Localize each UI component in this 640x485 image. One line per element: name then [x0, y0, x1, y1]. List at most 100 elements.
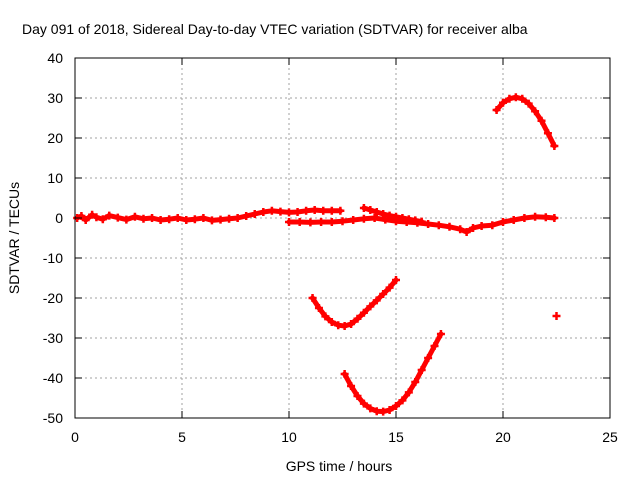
data-point [359, 399, 368, 408]
data-point [492, 106, 501, 114]
data-point [392, 402, 400, 410]
data-point [499, 98, 507, 107]
data-point [338, 217, 347, 226]
data-point [366, 206, 375, 214]
x-tick-label: 5 [178, 429, 186, 445]
data-point [550, 142, 559, 150]
data-point [531, 107, 540, 116]
data-point [306, 218, 315, 227]
data-point [105, 211, 114, 220]
data-point [531, 212, 540, 221]
data-points [73, 93, 561, 416]
data-point [366, 404, 375, 413]
data-point [434, 221, 443, 230]
data-point [113, 213, 122, 222]
data-point [173, 214, 182, 222]
chart-title: Day 091 of 2018, Sidereal Day-to-day VTE… [22, 21, 528, 37]
y-tick-label: 10 [47, 170, 63, 186]
data-point [148, 214, 157, 222]
y-tick-label: -50 [43, 410, 63, 426]
axis-ticks: 0 5 10 15 20 25 -50 -40 -30 -20 -10 0 10 20 30 40 [43, 50, 618, 445]
x-tick-label: 10 [281, 429, 297, 445]
data-point [327, 206, 336, 215]
data-point [379, 290, 388, 298]
data-point [550, 214, 559, 222]
data-point [537, 116, 546, 125]
y-tick-label: -20 [43, 290, 63, 306]
data-point [340, 322, 349, 330]
data-point [385, 283, 394, 292]
data-point [543, 129, 552, 138]
data-point [370, 214, 379, 222]
data-point [488, 221, 497, 230]
data-point [505, 94, 514, 103]
data-point [411, 378, 420, 386]
data-point [321, 312, 330, 321]
data-point [81, 216, 90, 224]
data-point [385, 406, 394, 414]
y-axis-label: SDTVAR / TECUs [6, 182, 22, 294]
data-point [250, 210, 259, 218]
data-point [336, 206, 345, 215]
y-tick-label: 40 [47, 50, 63, 66]
data-point [379, 210, 388, 218]
data-point [317, 218, 326, 226]
data-point [509, 216, 518, 224]
data-point [182, 216, 191, 224]
data-point [267, 206, 276, 215]
data-point [88, 210, 97, 219]
data-point [477, 222, 486, 230]
data-point [190, 215, 199, 224]
data-point [295, 218, 304, 226]
y-tick-label: 20 [47, 130, 63, 146]
x-tick-label: 20 [495, 429, 511, 445]
data-point [417, 217, 426, 226]
data-point [314, 304, 323, 312]
data-point [319, 206, 328, 215]
data-point [372, 208, 381, 216]
data-point [233, 214, 242, 222]
series-curve-11-15 [308, 276, 400, 330]
data-point [469, 224, 478, 232]
data-point [541, 213, 550, 222]
data-point [379, 407, 388, 416]
data-point [327, 318, 336, 326]
data-point [92, 213, 101, 222]
data-point [417, 366, 426, 374]
data-point [165, 215, 174, 224]
grid-lines [75, 58, 610, 418]
data-point [392, 276, 400, 284]
data-point [359, 204, 368, 212]
data-point [225, 214, 234, 223]
data-point [327, 218, 336, 226]
series-mid-branch-bump [359, 204, 426, 226]
data-point [139, 214, 148, 223]
y-tick-label: 0 [55, 210, 63, 226]
y-tick-label: 30 [47, 90, 63, 106]
data-point [424, 354, 433, 362]
data-point [259, 208, 268, 216]
data-point [347, 382, 356, 390]
data-point [122, 215, 131, 224]
data-point [285, 218, 293, 226]
data-point [216, 215, 225, 224]
series-trace [342, 331, 444, 415]
data-point [293, 208, 302, 216]
data-point [520, 214, 529, 222]
data-point [340, 370, 349, 378]
data-point [130, 212, 139, 221]
data-point [552, 312, 561, 320]
data-point [359, 308, 368, 317]
data-point [430, 342, 439, 350]
data-point [524, 99, 533, 108]
data-point [156, 216, 165, 224]
data-point [310, 206, 319, 214]
data-point [511, 93, 520, 102]
data-point [359, 214, 368, 223]
data-point [207, 216, 216, 225]
data-point [353, 392, 362, 400]
data-point [302, 206, 311, 215]
x-tick-label: 25 [602, 429, 618, 445]
data-point [276, 207, 285, 216]
